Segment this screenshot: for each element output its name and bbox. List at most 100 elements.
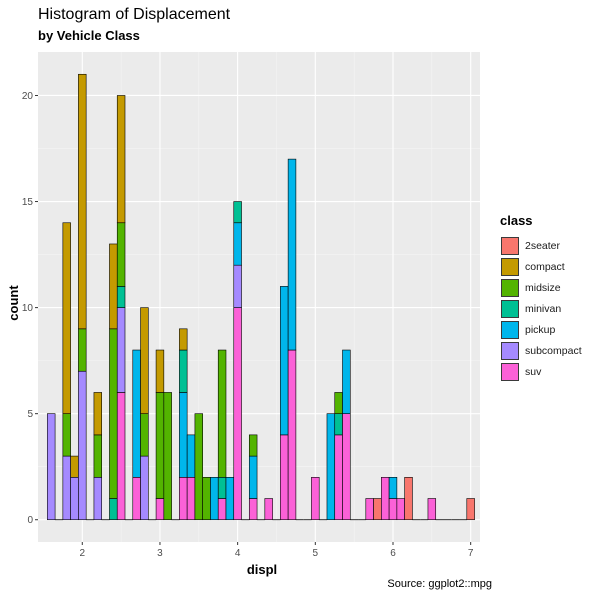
- x-tick-label: 3: [157, 548, 163, 559]
- bar-segment-suv: [264, 498, 273, 521]
- chart-title: Histogram of Displacement: [38, 6, 231, 23]
- legend-item-suv: suv: [500, 361, 582, 382]
- y-tick-label: 10: [22, 303, 34, 314]
- bar-segment-subcompact: [62, 455, 71, 521]
- bar-segment-pickup: [280, 286, 289, 436]
- plot-panel: [38, 52, 480, 542]
- axes: 2 3 4 5 6 7 0 5 10 15 20: [22, 91, 474, 559]
- bar-segment-midsize: [78, 328, 87, 372]
- bar-segment-midsize: [248, 434, 258, 457]
- bars: [47, 73, 475, 521]
- bar-segment-midsize: [62, 413, 71, 457]
- legend-item-subcompact: subcompact: [500, 340, 582, 361]
- bar-segment-subcompact: [116, 307, 126, 393]
- bar-segment-midsize: [334, 392, 343, 414]
- legend: class 2seater compact midsize minivan pi…: [500, 213, 582, 382]
- bar-segment-compact: [155, 349, 165, 393]
- bar-segment-subcompact: [233, 264, 242, 308]
- legend-title: class: [500, 213, 533, 228]
- bar-segment-compact: [140, 307, 149, 414]
- bar-segment-pickup: [186, 434, 196, 478]
- legend-item-2seater: 2seater: [500, 235, 582, 256]
- bar-segment-pickup: [233, 222, 242, 266]
- bar-segment-pickup: [342, 349, 351, 414]
- bar-segment-midsize: [163, 392, 172, 521]
- bar-segment-compact: [93, 392, 102, 436]
- bar-segment-midsize: [116, 222, 126, 287]
- bar-segment-pickup: [179, 392, 188, 478]
- bar-segment-pickup: [210, 477, 219, 521]
- bar-segment-suv: [217, 498, 227, 521]
- bar-segment-midsize: [93, 434, 102, 478]
- legend-key-minivan: [501, 299, 519, 318]
- bar-segment-suv: [248, 498, 258, 521]
- legend-key-midsize: [501, 278, 519, 297]
- bar-segment-compact: [62, 222, 71, 414]
- bar-segment-midsize: [155, 392, 165, 499]
- legend-label-midsize: midsize: [525, 281, 561, 294]
- bar-segment-midsize: [202, 477, 211, 521]
- legend-label-suv: suv: [525, 365, 542, 378]
- bar-segment-suv: [155, 498, 165, 521]
- legend-items: 2seater compact midsize minivan pickup s…: [500, 235, 582, 382]
- legend-label-pickup: pickup: [525, 323, 556, 336]
- legend-item-compact: compact: [500, 256, 582, 277]
- legend-item-midsize: midsize: [500, 277, 582, 298]
- bar-segment-suv: [311, 477, 320, 521]
- bar-segment-midsize: [194, 413, 203, 521]
- bar-segment-suv: [287, 349, 297, 521]
- bar-segment-suv: [365, 498, 374, 521]
- bar-segment-suv: [186, 477, 196, 521]
- bar-segment-pickup: [287, 158, 297, 351]
- legend-label-compact: compact: [525, 260, 565, 273]
- bar-segment-2seater: [404, 477, 413, 521]
- y-tick-label: 5: [27, 409, 33, 420]
- bar-segment-subcompact: [47, 413, 56, 521]
- bar-segment-compact: [70, 455, 79, 478]
- bar-segment-compact: [109, 243, 118, 330]
- bar-segment-midsize: [109, 328, 118, 499]
- x-tick-label: 2: [79, 548, 85, 559]
- bar-segment-suv: [132, 477, 141, 521]
- legend-label-2seater: 2seater: [525, 239, 561, 252]
- legend-label-minivan: minivan: [525, 302, 562, 315]
- bar-segment-subcompact: [140, 455, 149, 521]
- legend-item-minivan: minivan: [500, 298, 582, 319]
- bar-segment-suv: [381, 477, 390, 521]
- y-tick-label: 20: [22, 91, 34, 102]
- bar-segment-pickup: [326, 413, 336, 521]
- bar-segment-minivan: [179, 349, 188, 393]
- chart-subtitle: by Vehicle Class: [38, 28, 140, 43]
- bar-segment-midsize: [140, 413, 149, 457]
- bar-segment-suv: [116, 392, 126, 521]
- bar-segment-suv: [396, 498, 405, 521]
- bar-segment-suv: [342, 413, 351, 521]
- bar-segment-minivan: [109, 498, 118, 521]
- chart-caption: Source: ggplot2::mpg: [387, 578, 492, 590]
- legend-key-suv: [501, 362, 519, 381]
- bar-segment-subcompact: [70, 477, 79, 521]
- y-tick-label: 0: [27, 515, 33, 526]
- legend-item-pickup: pickup: [500, 319, 582, 340]
- legend-key-pickup: [501, 320, 519, 339]
- y-tick-label: 15: [22, 197, 34, 208]
- bar-segment-suv: [179, 477, 188, 521]
- bar-segment-minivan: [334, 413, 343, 436]
- y-axis-title: count: [6, 285, 21, 321]
- bar-segment-minivan: [116, 286, 126, 308]
- bar-segment-pickup: [388, 477, 398, 499]
- bar-segment-pickup: [248, 455, 258, 499]
- bar-segment-minivan: [233, 201, 242, 224]
- bar-segment-suv: [427, 498, 437, 521]
- bar-segment-suv: [233, 307, 242, 521]
- bar-segment-pickup: [132, 349, 141, 478]
- bar-segment-subcompact: [93, 477, 102, 521]
- legend-label-subcompact: subcompact: [525, 344, 582, 357]
- bar-segment-subcompact: [78, 370, 87, 521]
- x-axis-title: displ: [247, 562, 277, 577]
- bar-segment-suv: [334, 434, 343, 521]
- legend-key-2seater: [501, 236, 519, 255]
- x-tick-label: 7: [468, 548, 474, 559]
- bar-segment-pickup: [225, 477, 235, 521]
